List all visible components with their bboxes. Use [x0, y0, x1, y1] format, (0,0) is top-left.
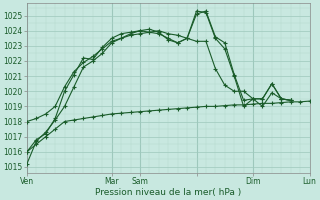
X-axis label: Pression niveau de la mer( hPa ): Pression niveau de la mer( hPa ) — [95, 188, 241, 197]
